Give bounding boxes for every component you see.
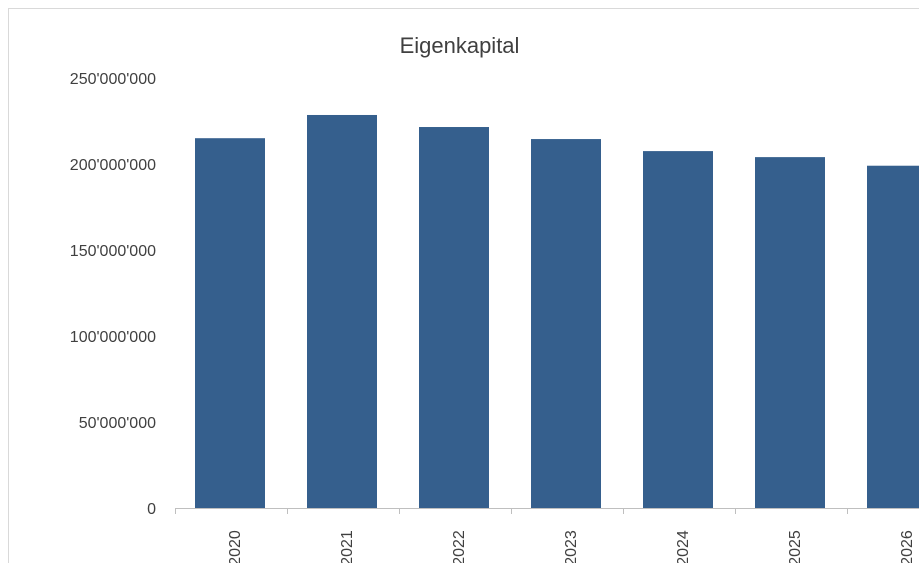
- bar-2022: [419, 127, 489, 509]
- bar-2025: [755, 157, 825, 508]
- bar-2021: [307, 114, 377, 508]
- y-tick-label: 50'000'000: [79, 415, 156, 432]
- chart-title: Eigenkapital: [399, 33, 520, 58]
- x-tick-label: 2020: [227, 530, 244, 563]
- x-tick-label: 2025: [787, 530, 804, 563]
- y-tick-label: 200'000'000: [70, 157, 156, 174]
- bar-2024: [643, 151, 713, 508]
- y-tick-label: 0: [147, 501, 156, 518]
- x-tick-label: 2023: [563, 530, 580, 563]
- x-tick-label: 2024: [675, 530, 692, 563]
- y-tick-label: 100'000'000: [70, 329, 156, 346]
- y-tick-label: 150'000'000: [70, 243, 156, 260]
- bar-2026: [867, 165, 919, 508]
- x-tick-label: 2021: [339, 530, 356, 563]
- bar-2023: [531, 139, 601, 508]
- x-tick-label: 2026: [899, 530, 916, 563]
- bar-2020: [195, 138, 265, 508]
- frame-border-top: [8, 8, 919, 9]
- x-tick-label: 2022: [451, 530, 468, 563]
- y-tick-label: 250'000'000: [70, 71, 156, 88]
- frame-border-left: [8, 8, 9, 563]
